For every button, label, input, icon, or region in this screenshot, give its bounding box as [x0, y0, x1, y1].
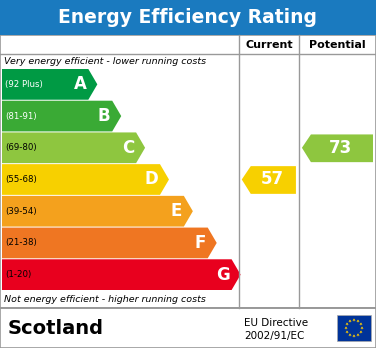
Polygon shape — [356, 319, 360, 323]
Text: F: F — [194, 234, 206, 252]
Text: (69-80): (69-80) — [5, 143, 36, 152]
Text: D: D — [144, 171, 158, 189]
Bar — [0, 35, 376, 308]
Polygon shape — [352, 334, 356, 338]
Polygon shape — [346, 331, 349, 334]
Polygon shape — [352, 318, 356, 322]
Polygon shape — [2, 101, 121, 132]
Bar — [0, 308, 376, 348]
Text: EU Directive: EU Directive — [244, 318, 308, 328]
Polygon shape — [344, 326, 348, 330]
Text: (92 Plus): (92 Plus) — [5, 80, 43, 89]
Text: A: A — [73, 76, 86, 93]
Bar — [0, 0, 376, 35]
Text: G: G — [216, 266, 230, 284]
Polygon shape — [2, 196, 193, 227]
Text: C: C — [122, 139, 134, 157]
Text: Not energy efficient - higher running costs: Not energy efficient - higher running co… — [4, 295, 206, 304]
Polygon shape — [302, 134, 373, 162]
Text: Potential: Potential — [309, 40, 366, 49]
Polygon shape — [2, 69, 97, 100]
Polygon shape — [2, 164, 169, 195]
Text: 57: 57 — [260, 171, 284, 189]
Text: 73: 73 — [329, 139, 352, 157]
Polygon shape — [2, 228, 217, 258]
Text: (81-91): (81-91) — [5, 112, 36, 120]
Text: (55-68): (55-68) — [5, 175, 37, 184]
Text: Scotland: Scotland — [8, 318, 104, 338]
Bar — [337, 315, 371, 341]
Polygon shape — [242, 166, 296, 194]
Polygon shape — [360, 326, 364, 330]
Text: Energy Efficiency Rating: Energy Efficiency Rating — [59, 8, 317, 27]
Polygon shape — [359, 323, 362, 326]
Polygon shape — [359, 331, 362, 334]
Text: Very energy efficient - lower running costs: Very energy efficient - lower running co… — [4, 57, 206, 66]
Text: (39-54): (39-54) — [5, 207, 36, 216]
Text: Current: Current — [245, 40, 293, 49]
Text: (1-20): (1-20) — [5, 270, 31, 279]
Text: (21-38): (21-38) — [5, 238, 37, 247]
Polygon shape — [348, 319, 352, 323]
Text: B: B — [98, 107, 110, 125]
Polygon shape — [348, 333, 352, 337]
Polygon shape — [2, 259, 241, 290]
Text: 2002/91/EC: 2002/91/EC — [244, 331, 304, 341]
Polygon shape — [356, 333, 360, 337]
Polygon shape — [2, 133, 145, 163]
Polygon shape — [346, 323, 349, 326]
Text: E: E — [170, 202, 182, 220]
